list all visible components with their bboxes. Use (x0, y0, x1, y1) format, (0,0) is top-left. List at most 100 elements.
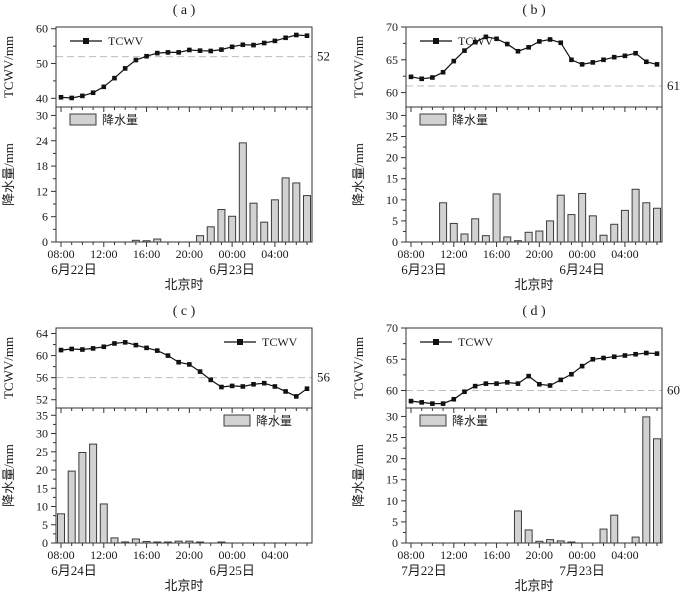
tcwv-marker (590, 60, 596, 65)
precip-bar (524, 231, 533, 243)
precip-bar (89, 443, 98, 544)
x-tick-label: 16:00 (133, 247, 160, 261)
precip-bar (546, 539, 555, 544)
panel-d: ( d ) 60 60 65 70 TCWV/mm TCWV 0 5 10 15 20 25 30 降水量… (350, 301, 700, 603)
precip-bar (228, 215, 237, 243)
precip-ylabel: 降水量/mm (351, 444, 366, 507)
tcwv-line (60, 341, 308, 398)
precip-legend-label: 降水量 (452, 414, 488, 428)
panel-title-c: ( c ) (172, 304, 196, 319)
tcwv-marker (272, 384, 278, 389)
precip-bar (163, 541, 172, 544)
y-tick-label: 56 (36, 371, 48, 385)
reference-value-label: 61 (667, 78, 680, 93)
tcwv-marker (122, 66, 128, 71)
tcwv-marker (176, 359, 181, 365)
tcwv-marker (579, 62, 585, 67)
tcwv-markers (58, 340, 310, 399)
x-tick-label: 08:00 (47, 548, 74, 562)
tcwv-markers (58, 32, 310, 101)
precip-bar (185, 540, 194, 544)
precip-bar (492, 193, 501, 243)
legend-bar-swatch (223, 414, 251, 427)
tcwv-marker (144, 345, 149, 351)
y-tick-label: 64 (36, 327, 48, 341)
precip-bar (131, 538, 140, 544)
y-tick-label: 15 (386, 473, 398, 487)
tcwv-legend: TCWV (224, 335, 298, 349)
precip-bar (524, 529, 533, 544)
tcwv-marker (219, 47, 224, 52)
y-tick-label: 60 (386, 86, 398, 100)
tcwv-marker (112, 341, 117, 346)
x-tick-label: 20:00 (176, 247, 203, 261)
date-left-label: 6月23日 (401, 262, 447, 277)
tcwv-ylabel: TCWV/mm (1, 337, 16, 399)
tcwv-marker (80, 93, 85, 99)
tcwv-marker (80, 347, 85, 352)
x-tick-label: 00:00 (568, 247, 595, 261)
precip-bar (631, 188, 640, 243)
tcwv-marker (419, 76, 424, 82)
precip-y-axis: 0 5 10 15 20 25 30 (386, 409, 406, 550)
precip-bar (556, 194, 565, 243)
precip-bar (142, 240, 151, 243)
tcwv-marker (176, 50, 181, 55)
precip-bar (281, 177, 290, 243)
y-tick-label: 30 (386, 108, 398, 122)
tcwv-y-axis: 60 65 70 (386, 321, 406, 398)
tcwv-marker (622, 353, 628, 358)
y-tick-label: 30 (36, 108, 48, 122)
y-tick-label: 50 (36, 57, 48, 71)
precip-bar (599, 234, 608, 243)
panel-title-b: ( b ) (522, 3, 546, 18)
tcwv-legend-label: TCWV (262, 335, 298, 349)
y-tick-label: 70 (386, 20, 398, 34)
tcwv-line (60, 34, 308, 99)
precip-bar (292, 182, 301, 243)
tcwv-legend-label: TCWV (108, 34, 144, 48)
tcwv-marker (58, 94, 64, 100)
tcwv-marker (547, 37, 553, 42)
tcwv-legend-label: TCWV (458, 34, 494, 48)
tcwv-marker (611, 54, 617, 60)
legend-bar-swatch (419, 414, 447, 427)
y-tick-label: 15 (386, 172, 398, 186)
y-tick-label: 0 (392, 536, 398, 550)
x-tick-label: 20:00 (176, 548, 203, 562)
date-left-label: 7月22日 (401, 563, 447, 578)
x-tick-label: 04:00 (261, 247, 288, 261)
panel-a-chart: 52 40 50 60 TCWV/mm TCWV 0 6 12 18 24 30 降水量/mm 08:00… (1, 22, 330, 292)
precip-bar (481, 235, 490, 243)
precip-bar (153, 238, 162, 243)
x-tick-label: 12:00 (440, 548, 467, 562)
y-tick-label: 60 (36, 349, 48, 363)
date-right-label: 7月23日 (559, 563, 605, 578)
precip-bars (57, 443, 226, 544)
tcwv-marker (430, 401, 435, 406)
precip-bar (206, 226, 215, 243)
y-tick-label: 25 (36, 445, 48, 459)
tcwv-subplot: 60 60 65 70 TCWV/mm TCWV (351, 321, 680, 409)
tcwv-marker (208, 48, 214, 54)
tcwv-marker (558, 377, 564, 383)
tcwv-marker (440, 69, 446, 75)
tcwv-marker (408, 74, 414, 80)
precip-y-axis: 0 5 10 15 20 25 30 35 (36, 408, 56, 550)
y-tick-label: 30 (36, 427, 48, 441)
tcwv-markers (408, 34, 660, 82)
precip-bar (653, 207, 661, 243)
tcwv-marker (644, 350, 649, 356)
x-tick-label: 00:00 (568, 548, 595, 562)
tcwv-marker (601, 355, 606, 361)
panel-c: ( c ) 56 52 56 60 64 TCWV/mm TCWV 0 5 10 15 20 25 30 3… (0, 301, 350, 603)
y-tick-label: 20 (386, 452, 398, 466)
tcwv-marker (90, 90, 96, 96)
y-tick-label: 24 (36, 134, 48, 148)
precip-bar (471, 218, 480, 243)
y-tick-label: 20 (36, 463, 48, 477)
tcwv-marker (240, 42, 246, 48)
precip-bar (439, 202, 448, 243)
y-tick-label: 40 (36, 91, 48, 105)
tcwv-frame (405, 327, 663, 409)
